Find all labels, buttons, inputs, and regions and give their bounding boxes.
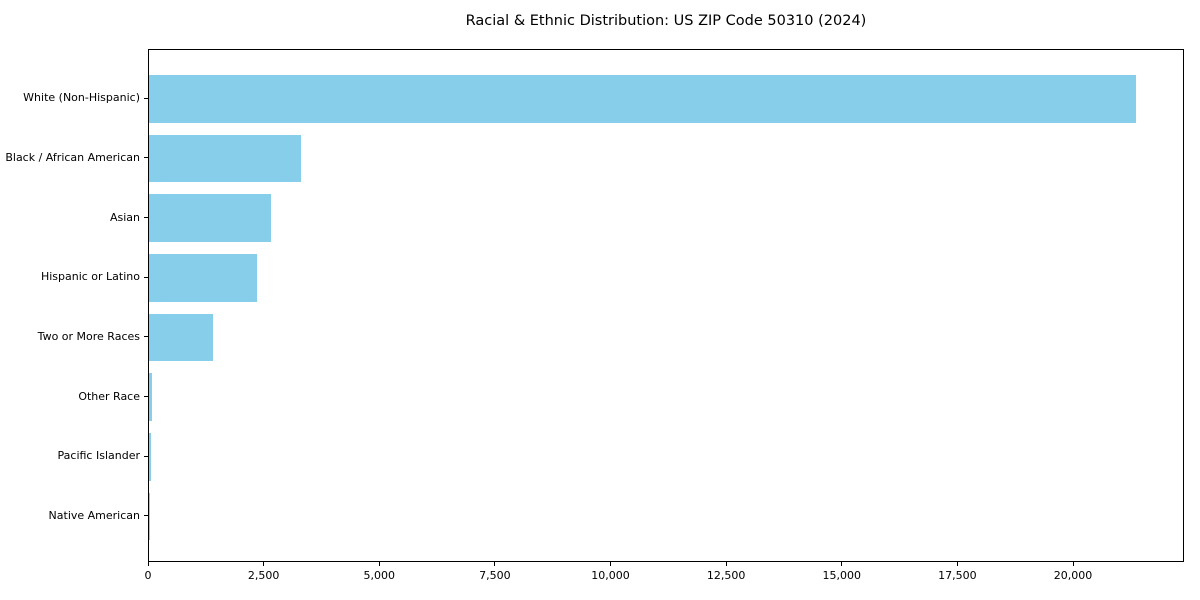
x-tick-mark — [494, 562, 496, 566]
y-tick-label-two-or-more-races: Two or More Races — [37, 329, 140, 343]
x-tick-mark — [378, 562, 380, 566]
x-tick-mark — [147, 562, 149, 566]
y-tick-label-white-non-hispanic: White (Non-Hispanic) — [23, 91, 140, 105]
x-tick-label-2500: 2,500 — [247, 569, 280, 582]
plot-area — [148, 49, 1184, 562]
x-tick-label-10000: 10,000 — [591, 569, 630, 582]
x-tick-mark — [841, 562, 843, 566]
y-tick-mark — [144, 97, 148, 99]
x-tick-label-20000: 20,000 — [1053, 569, 1093, 582]
x-tick-label-12500: 12,500 — [706, 569, 746, 582]
bar-other-race — [149, 373, 152, 421]
bar-black-african-american — [149, 134, 302, 183]
bar-white-non-hispanic — [149, 74, 1136, 123]
x-tick-mark — [956, 562, 958, 566]
x-tick-label-17500: 17,500 — [938, 569, 977, 582]
y-tick-mark — [144, 336, 148, 338]
bar-two-or-more-races — [149, 313, 214, 362]
x-tick-label-15000: 15,000 — [822, 569, 862, 582]
y-tick-label-other-race: Other Race — [78, 389, 140, 403]
x-tick-label-7500: 7,500 — [479, 569, 511, 582]
y-tick-label-hispanic-or-latino: Hispanic or Latino — [40, 270, 140, 284]
y-tick-mark — [144, 217, 148, 219]
x-tick-mark — [725, 562, 727, 566]
x-tick-mark — [263, 562, 265, 566]
y-tick-mark — [144, 157, 148, 159]
chart-title: Racial & Ethnic Distribution: US ZIP Cod… — [465, 13, 867, 29]
x-tick-mark — [1072, 562, 1074, 566]
bar-asian — [149, 194, 272, 242]
y-tick-label-asian: Asian — [109, 210, 140, 224]
x-tick-mark — [610, 562, 611, 566]
y-tick-mark — [144, 515, 148, 517]
y-tick-mark — [144, 396, 148, 398]
bar-hispanic-or-latino — [149, 253, 258, 302]
y-tick-label-pacific-islander: Pacific Islander — [57, 449, 140, 463]
y-tick-mark — [144, 455, 148, 457]
x-tick-label-0: 0 — [144, 569, 152, 582]
x-tick-label-5000: 5,000 — [363, 569, 396, 582]
bar-pacific-islander — [149, 432, 151, 481]
y-tick-label-native-american: Native American — [48, 508, 140, 522]
y-tick-mark — [144, 276, 148, 278]
y-tick-label-black-african-american: Black / African American — [5, 150, 140, 164]
